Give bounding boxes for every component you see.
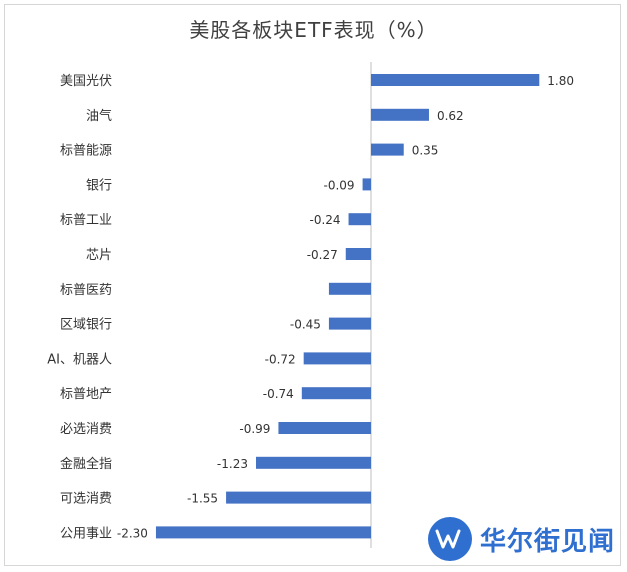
- category-label: 标普工业: [60, 213, 112, 228]
- bar: [255, 456, 371, 469]
- value-label: 0.35: [412, 144, 439, 158]
- value-label: -0.74: [263, 387, 294, 401]
- bar: [371, 143, 404, 156]
- category-label: 必选消费: [60, 422, 112, 437]
- category-label: 银行: [86, 178, 112, 193]
- value-label: 1.80: [547, 74, 574, 88]
- bar: [345, 248, 371, 260]
- value-label: -0.99: [239, 422, 270, 436]
- category-label: 美国光伏: [60, 74, 112, 89]
- value-label: -0.27: [307, 248, 338, 262]
- bar: [278, 422, 371, 434]
- watermark: 华尔街见闻: [428, 517, 615, 561]
- category-label: 区域银行: [60, 318, 112, 333]
- bar: [371, 108, 429, 121]
- chart-frame: [4, 4, 621, 566]
- bar: [155, 526, 371, 539]
- category-label: 标普地产: [60, 387, 112, 402]
- value-label: -1.55: [187, 492, 218, 506]
- bar: [328, 282, 371, 295]
- bar: [303, 352, 371, 365]
- value-label: -2.30: [117, 526, 148, 540]
- wallstreetcn-logo-icon: [428, 517, 472, 561]
- bar: [371, 74, 540, 86]
- bar: [301, 387, 371, 400]
- category-label: 可选消费: [60, 492, 112, 507]
- value-label: -0.09: [324, 178, 355, 192]
- category-label: 公用事业: [60, 526, 112, 541]
- value-label: -0.24: [309, 213, 340, 227]
- category-label: 油气: [86, 108, 112, 124]
- value-label: -1.23: [217, 457, 248, 471]
- bar: [362, 178, 371, 191]
- watermark-text: 华尔街见闻: [480, 526, 616, 557]
- chart-title: 美股各板块ETF表现（%）: [189, 18, 438, 42]
- bar: [226, 491, 371, 504]
- value-label: -0.45: [290, 318, 321, 332]
- category-label: 标普能源: [60, 144, 112, 159]
- category-label: AI、机器人: [47, 352, 112, 367]
- category-label: 标普医药: [60, 283, 112, 298]
- bar: [348, 213, 371, 226]
- category-label: 金融全指: [60, 456, 112, 472]
- value-label: 0.62: [437, 109, 464, 123]
- category-label: 芯片: [86, 248, 112, 263]
- bar: [328, 317, 371, 330]
- value-label: -0.72: [265, 352, 296, 366]
